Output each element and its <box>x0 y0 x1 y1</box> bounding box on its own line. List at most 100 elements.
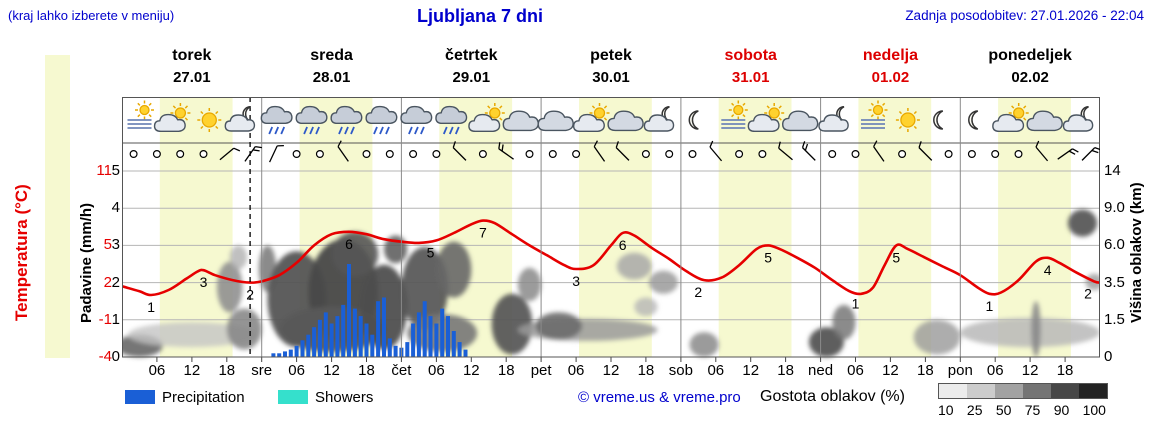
partsun-weather-icon <box>153 103 191 133</box>
day-date-29.01: 29.01 <box>452 69 491 86</box>
calm-wind-symbol <box>548 149 557 159</box>
time-label-06: 06 <box>428 362 445 379</box>
partmoon-weather-icon <box>818 106 849 132</box>
calm-wind-symbol <box>362 149 371 159</box>
day-header-sreda: sreda <box>310 47 353 64</box>
time-label-18: 18 <box>637 362 655 379</box>
partsun-weather-icon <box>992 103 1029 133</box>
svg-text:3: 3 <box>200 274 208 290</box>
partmoon-weather-icon <box>224 106 256 132</box>
calm-wind-symbol <box>525 149 534 159</box>
cloud-density-value-25: 25 <box>966 402 983 418</box>
time-label-18: 18 <box>1056 362 1074 379</box>
calm-wind-symbol <box>385 149 394 159</box>
partmoon-weather-icon <box>1062 106 1094 132</box>
calm-wind-symbol <box>432 149 441 159</box>
meteogram-plot: 1 3 2 6 5 7 3 6 2 5 1 5 1 4 2 <box>122 97 1100 362</box>
svg-text:1: 1 <box>852 295 860 311</box>
rain-weather-icon <box>260 105 293 135</box>
time-label-pet: pet <box>530 362 552 379</box>
calm-wind-symbol <box>409 149 418 159</box>
fogsun-weather-icon <box>861 100 888 129</box>
rain-weather-icon <box>365 105 398 135</box>
last-update-text: Zadnja posodobitev: 27.01.2026 - 22:04 <box>905 8 1144 23</box>
svg-text:7: 7 <box>479 225 487 241</box>
cloud-density-value-75: 75 <box>1024 402 1041 418</box>
svg-text:2: 2 <box>694 284 702 300</box>
svg-text:6: 6 <box>619 237 627 253</box>
day-header-sobota: sobota <box>724 47 777 64</box>
calm-wind-symbol <box>129 149 138 159</box>
day-boundary-lines <box>261 97 961 357</box>
day-header-četrtek: četrtek <box>445 47 498 64</box>
cloud-density-gradient <box>938 383 1108 399</box>
calm-wind-symbol <box>851 149 860 159</box>
left-strip <box>45 55 70 358</box>
precipitation-bars <box>271 264 468 357</box>
precip-tick-4: 4 <box>111 199 120 217</box>
calm-wind-symbol <box>292 149 301 159</box>
svg-text:6: 6 <box>345 236 353 252</box>
precip-tick-3: 3 <box>111 236 120 254</box>
showers-legend-label: Showers <box>315 389 374 406</box>
calm-wind-symbol <box>641 149 650 159</box>
time-label-18: 18 <box>917 362 934 379</box>
time-label-12: 12 <box>882 362 899 379</box>
wind-barb <box>778 141 793 161</box>
moon-weather-icon <box>933 110 944 130</box>
day-date-30.01: 30.01 <box>592 69 630 86</box>
calm-wind-symbol <box>199 149 208 159</box>
calm-wind-symbol <box>572 149 581 159</box>
calm-wind-symbol <box>478 149 487 159</box>
sun-weather-icon <box>197 108 222 132</box>
calm-wind-symbol <box>176 149 185 159</box>
time-label-18: 18 <box>497 362 515 379</box>
svg-text:1: 1 <box>147 299 155 315</box>
rain-weather-icon <box>400 105 433 135</box>
calm-wind-symbol <box>315 149 324 159</box>
wind-barb <box>219 147 241 161</box>
cloud-weather-icon <box>537 110 574 132</box>
moon-weather-icon <box>688 110 699 130</box>
cloud-density-label: Gostota oblakov (%) <box>760 388 905 405</box>
time-label-sob: sob <box>668 362 693 379</box>
svg-text:4: 4 <box>1044 262 1052 278</box>
wind-barb <box>1057 148 1079 160</box>
svg-text:5: 5 <box>427 244 435 260</box>
wind-barb <box>918 141 933 161</box>
calm-wind-symbol <box>1014 149 1023 159</box>
temperature-line <box>122 219 1100 297</box>
time-label-čet: čet <box>391 362 412 379</box>
cloud-tick-0: 0 <box>1104 348 1113 365</box>
temp-tick--1: -1 <box>98 310 112 328</box>
calm-wind-symbol <box>944 149 953 159</box>
temp-tick-5: 5 <box>103 236 112 254</box>
wind-barb <box>452 141 467 161</box>
copyright-link[interactable]: © vreme.us & vreme.pro <box>578 389 741 406</box>
cloud-weather-icon <box>781 110 819 132</box>
temp-tick-11: 11 <box>96 162 112 179</box>
time-label-18: 18 <box>777 362 794 379</box>
weather-icons-row <box>127 100 1094 135</box>
day-date-31.01: 31.01 <box>731 69 770 86</box>
wind-barb <box>269 145 284 163</box>
precipitation-legend-label: Precipitation <box>162 389 245 406</box>
time-label-ned: ned <box>808 362 834 379</box>
fogsun-weather-icon <box>127 100 154 129</box>
moon-weather-icon <box>968 110 979 130</box>
day-date-01.02: 01.02 <box>871 69 910 86</box>
wind-barb <box>244 145 262 162</box>
rain-weather-icon <box>435 105 468 135</box>
day-header-torek: torek <box>172 47 212 64</box>
calm-wind-symbol <box>758 149 767 159</box>
wind-barb <box>337 140 349 162</box>
wind-row <box>129 140 1100 163</box>
menu-hint: (kraj lahko izberete v meniju) <box>8 8 175 23</box>
time-label-06: 06 <box>707 362 725 379</box>
calm-wind-symbol <box>665 149 674 159</box>
temperature-axis-label: Temperatura (°C) <box>12 184 31 321</box>
cloud-density-scale: 10 25 50 75 90 100 <box>938 383 1108 418</box>
svg-text:3: 3 <box>572 273 580 289</box>
time-label-06: 06 <box>148 362 166 379</box>
svg-text:2: 2 <box>1084 285 1092 301</box>
